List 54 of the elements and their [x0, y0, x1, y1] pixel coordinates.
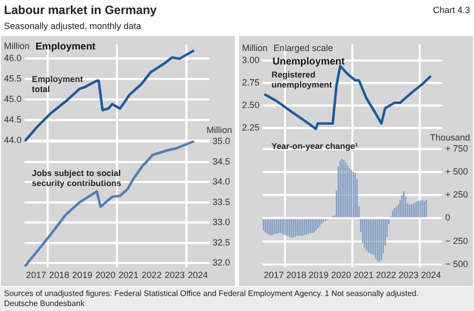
y2-tick-label: 35.0: [212, 136, 230, 146]
y-tick-label: 2.50: [242, 100, 260, 110]
x-tick-label: 2021: [354, 270, 374, 280]
x-tick-label: 2019: [72, 270, 92, 280]
text: Labour market in Germany: [4, 3, 157, 17]
y2-tick-label: 0: [445, 212, 450, 223]
y-tick-label: 2.25: [242, 122, 260, 132]
x-tick-label: 2020: [95, 270, 116, 280]
y2-tick-label: 34.0: [212, 176, 230, 187]
x-tick-label: 2021: [118, 270, 139, 280]
x-tick-label: 2020: [331, 270, 352, 280]
y2-axis-title: Thousand: [430, 132, 470, 142]
y-tick-label: 2.75: [242, 78, 260, 88]
y2-axis-title: Million: [206, 125, 232, 136]
y-tick-label: 3.00: [242, 55, 260, 66]
x-tick-label: 2017: [26, 270, 46, 280]
y2-tick-label: 33.5: [212, 196, 230, 207]
x-tick-label: 2024: [420, 270, 442, 280]
x-tick-label: 2018: [49, 270, 70, 280]
series-label: Registered unemployment: [272, 70, 332, 90]
y2-tick-label: + 750: [445, 143, 468, 154]
y2-tick-label: − 500: [445, 258, 468, 269]
y2-tick-label: 34.5: [212, 156, 230, 166]
y2-tick-label: 33.0: [212, 217, 230, 228]
y2-tick-label: 32.0: [212, 258, 230, 268]
series-label: Year-on-year change¹: [272, 141, 358, 152]
y-tick-label: 44.5: [4, 114, 22, 125]
y-tick-label: 45.5: [4, 74, 22, 84]
x-tick-label: 2022: [376, 270, 396, 280]
annotation: Enlarged scale: [274, 43, 334, 54]
x-tick-label: 2024: [188, 270, 208, 280]
y2-tick-label: − 250: [445, 236, 468, 246]
x-tick-label: 2019: [308, 270, 329, 280]
caption: Chart 4.3: [432, 5, 470, 15]
x-tick-label: 2023: [164, 270, 185, 280]
source-note: Sources of unadjusted figures: Federal Statistical Office and Federal Employment Agency. 1 Not seasonally adjusted.: [4, 289, 420, 299]
y-tick-label: 44.0: [4, 134, 22, 145]
text: Deutsche Bundesbank: [4, 299, 86, 309]
y-tick-label: 46.0: [4, 53, 22, 64]
x-tick-label: 2022: [142, 270, 162, 280]
y2-tick-label: 32.5: [212, 237, 230, 248]
text: Seasonally adjusted, monthly data: [4, 21, 142, 31]
x-tick-label: 2017: [264, 270, 284, 280]
y-axis-title: Million: [242, 43, 268, 54]
text: Unemployment: [272, 56, 346, 68]
y2-tick-label: + 500: [445, 166, 468, 176]
x-tick-label: 2023: [398, 270, 419, 280]
series-label: Employment total: [32, 74, 84, 94]
series-label: Jobs subject to social security contributions: [32, 168, 122, 188]
y-axis-title: Million: [4, 41, 30, 52]
x-tick-label: 2018: [286, 270, 306, 280]
chart-title: Employment: [36, 41, 96, 52]
y-tick-label: 45.0: [4, 94, 22, 104]
y2-tick-label: + 250: [445, 190, 468, 200]
